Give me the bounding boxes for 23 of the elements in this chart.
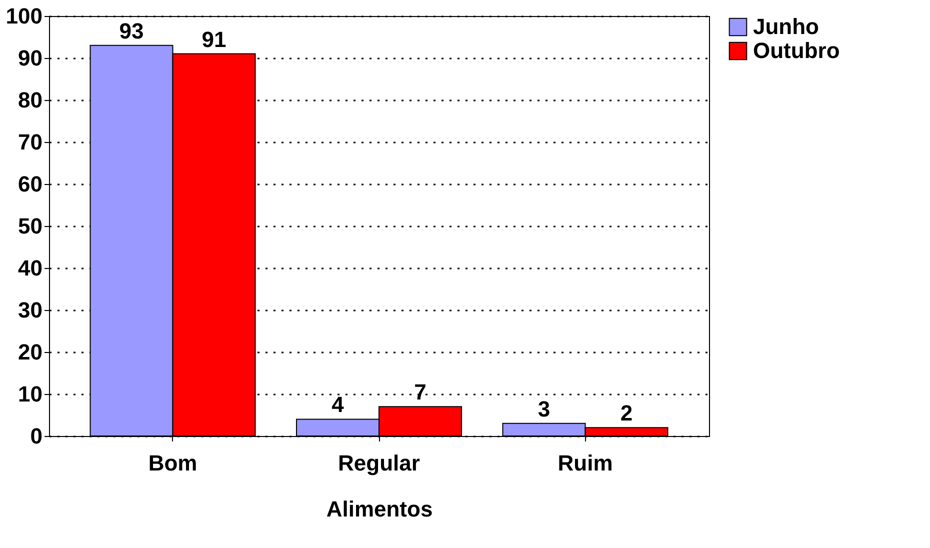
y-tick-label: 70 [18, 130, 42, 154]
legend-label: Junho [753, 14, 819, 39]
y-tick-label: 80 [18, 88, 42, 112]
y-tick-label: 20 [18, 340, 42, 364]
y-tick-label: 60 [18, 172, 42, 196]
x-axis-title: Alimentos [326, 496, 433, 522]
y-tick-label: 0 [30, 424, 42, 448]
x-tick-label: Ruim [558, 450, 613, 476]
x-tick-label: Bom [148, 450, 198, 476]
y-tick-label: 40 [18, 256, 42, 280]
data-label: 3 [538, 396, 550, 422]
y-tick-label: 10 [18, 382, 42, 406]
data-label: 2 [620, 400, 633, 426]
y-tick-label: 90 [18, 46, 42, 70]
data-label: 93 [119, 18, 144, 44]
data-label: 7 [414, 380, 426, 405]
y-tick-label: 100 [6, 4, 42, 28]
y-tick-label: 50 [18, 214, 42, 238]
legend-label: Outubro [753, 38, 840, 63]
y-tick-label: 30 [18, 298, 42, 322]
data-label: 4 [332, 392, 345, 418]
data-label: 91 [202, 26, 226, 52]
x-tick-label: Regular [338, 450, 420, 476]
